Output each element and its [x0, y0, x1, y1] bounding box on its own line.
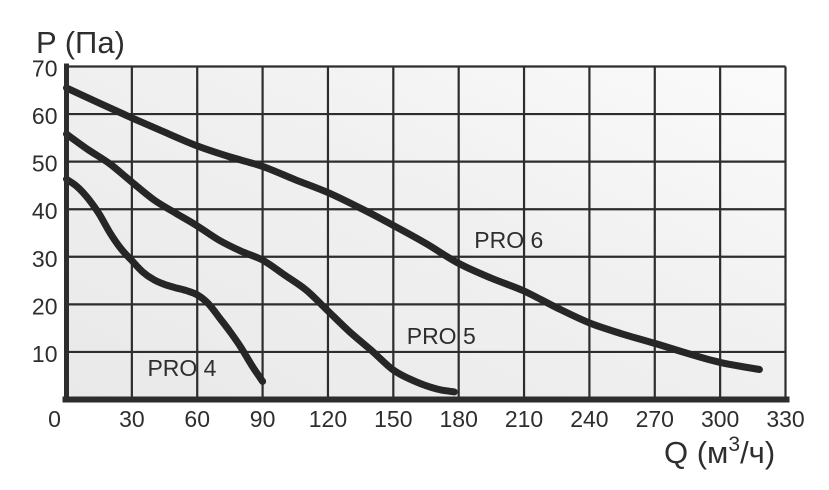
- y-tick-label: 30: [32, 246, 58, 272]
- y-tick-label: 40: [32, 198, 58, 224]
- x-axis-title: Q (м3/ч): [664, 433, 775, 470]
- x-tick-label: 270: [636, 406, 674, 432]
- x-tick-label: 180: [439, 406, 477, 432]
- y-tick-label: 50: [32, 151, 58, 177]
- x-tick-label: 150: [374, 406, 412, 432]
- x-tick-label: 60: [184, 406, 210, 432]
- x-tick-label: 30: [119, 406, 145, 432]
- x-tick-label: 120: [309, 406, 347, 432]
- x-tick-label: 210: [505, 406, 543, 432]
- curve-labels: PRO 4 PRO 5 PRO 6: [147, 227, 543, 381]
- x-tick-label: 330: [766, 406, 804, 432]
- x-axis-tick-labels: 0 30 60 90 120 150 180 210 240 270 300 330: [48, 406, 805, 432]
- x-tick-label: 240: [570, 406, 608, 432]
- y-axis-title: P (Па): [36, 25, 125, 60]
- y-tick-label: 10: [32, 341, 58, 367]
- curve-label-pro-6: PRO 6: [474, 227, 543, 253]
- x-tick-label: 0: [48, 406, 61, 432]
- y-tick-label: 70: [32, 56, 58, 82]
- curve-label-pro-5: PRO 5: [407, 323, 476, 349]
- x-tick-label: 90: [250, 406, 276, 432]
- y-tick-label: 20: [32, 293, 58, 319]
- y-tick-label: 60: [32, 103, 58, 129]
- performance-curves: [63, 84, 763, 396]
- curve-pro-4: [63, 175, 267, 385]
- curve-label-pro-4: PRO 4: [147, 355, 216, 381]
- axes: [62, 63, 790, 403]
- x-tick-label: 300: [701, 406, 739, 432]
- y-axis-tick-labels: 10 20 30 40 50 60 70: [32, 56, 58, 367]
- curve-pro-6: [63, 84, 763, 373]
- curve-pro-5: [63, 130, 458, 396]
